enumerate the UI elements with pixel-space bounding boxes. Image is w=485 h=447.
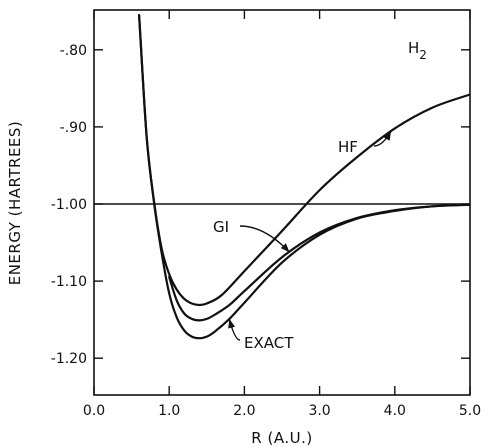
y-tick-label: -1.10 — [51, 274, 87, 290]
annotation-gi: GI — [213, 218, 229, 236]
molecule-label-base: H — [408, 39, 419, 57]
x-axis-title: R (A.U.) — [251, 429, 312, 447]
y-tick-label: -.90 — [60, 120, 87, 136]
curves — [138, 14, 470, 340]
y-axis-title: ENERGY (HARTREES) — [6, 121, 24, 286]
molecule-label-subscript: 2 — [419, 48, 427, 62]
series-line-exact — [138, 14, 470, 340]
x-tick-label: 4.0 — [384, 403, 406, 419]
x-tick-label: 2.0 — [233, 403, 255, 419]
x-tick-label: 5.0 — [459, 403, 481, 419]
curve-annotations: HF GI EXACT — [213, 130, 392, 352]
annotation-arrowhead-gi — [280, 243, 290, 253]
annotation-arrowhead-hf — [383, 131, 392, 141]
x-tick-label: 0.0 — [83, 403, 105, 419]
molecule-label: H2 — [408, 39, 427, 62]
y-tick-label: -1.00 — [51, 197, 87, 213]
x-tick-label: 1.0 — [158, 403, 180, 419]
annotation-arrowhead-exact — [228, 318, 235, 329]
y-tick-label: -1.20 — [51, 351, 87, 367]
x-tick-label: 3.0 — [308, 403, 330, 419]
annotation-hf: HF — [338, 138, 358, 156]
plot-frame — [93, 9, 471, 396]
y-tick-label: -.80 — [60, 43, 87, 59]
axis-ticks: 0.0 1.0 2.0 3.0 4.0 5.0 -.80 -.90 -1.00 -1.10 -1.2… — [51, 10, 481, 419]
annotation-exact: EXACT — [244, 334, 294, 352]
